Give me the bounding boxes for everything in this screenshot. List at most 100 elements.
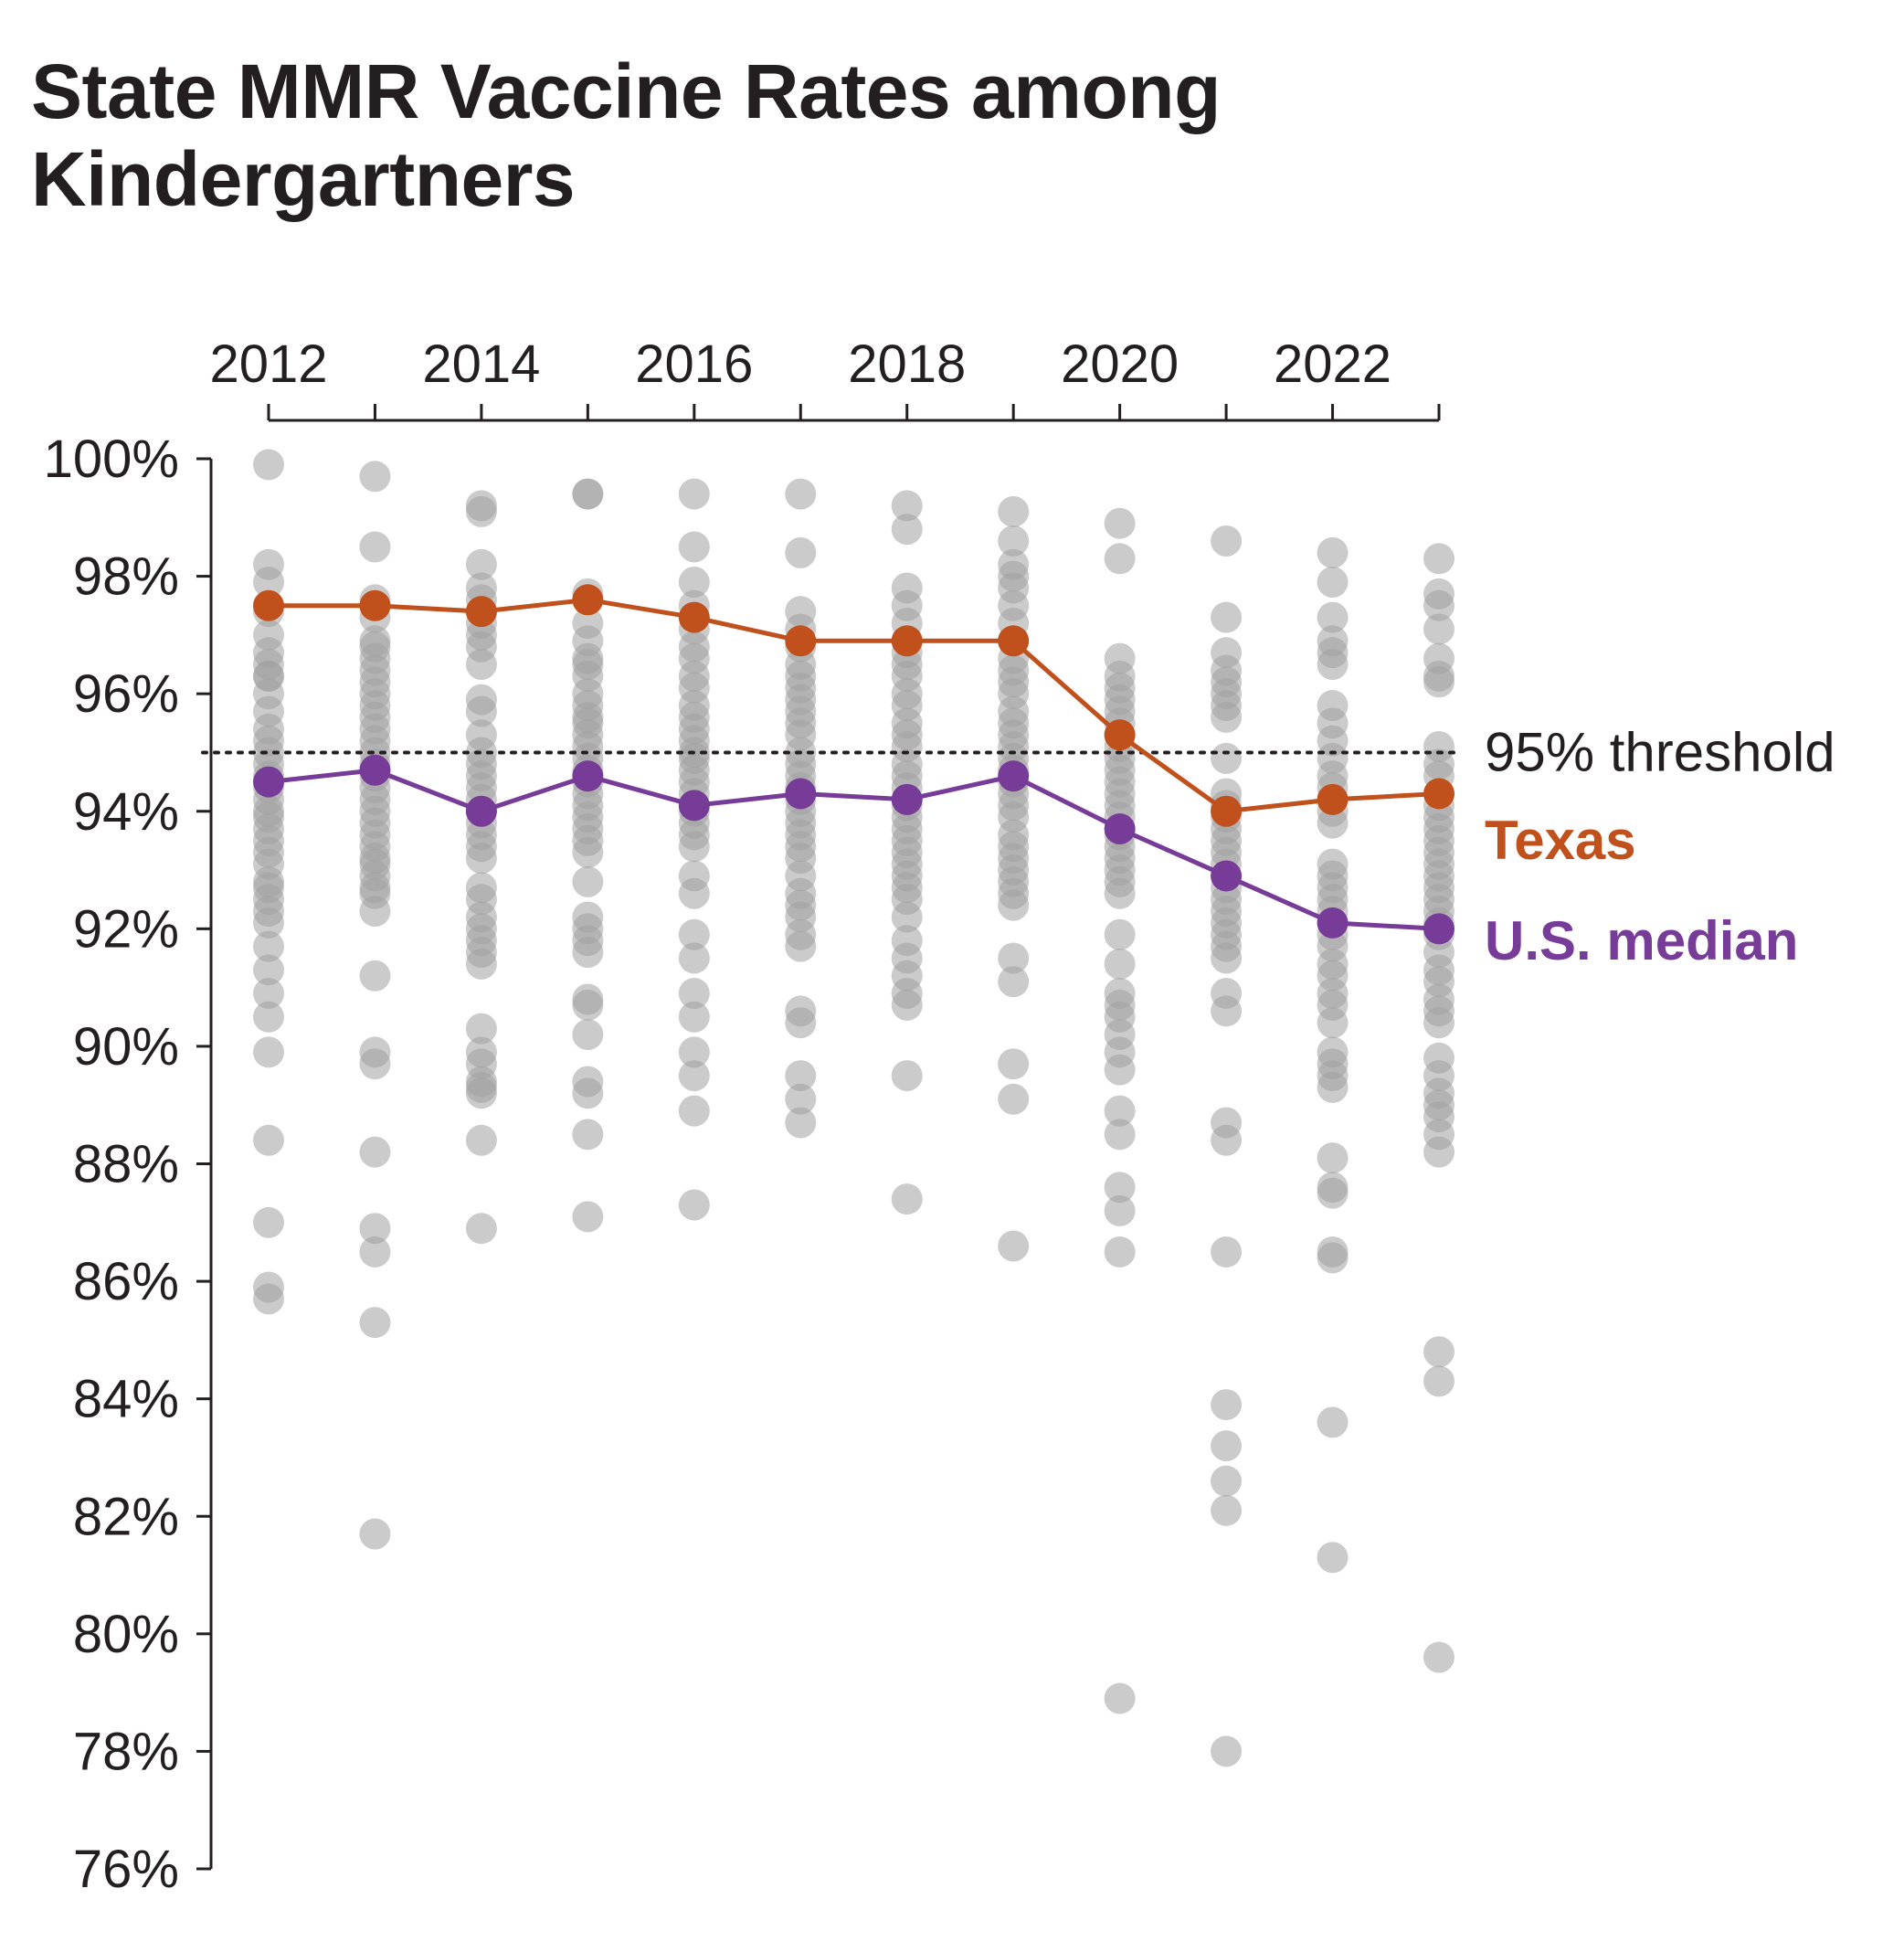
state-point bbox=[998, 495, 1030, 527]
state-point bbox=[891, 514, 923, 546]
y-ticks: 100% 98% 96% 94% 92% 90% 88% 86% 84% 82% 80% 78% 76% bbox=[44, 430, 211, 1899]
state-point bbox=[678, 531, 710, 563]
state-point bbox=[359, 531, 391, 563]
state-point bbox=[1211, 1236, 1243, 1268]
state-point bbox=[1104, 1095, 1136, 1127]
state-point bbox=[1423, 1365, 1454, 1397]
state-point bbox=[572, 1077, 604, 1109]
state-point bbox=[1211, 742, 1243, 774]
y-tick-label: 100% bbox=[44, 430, 179, 489]
state-point bbox=[891, 1060, 923, 1092]
state-point bbox=[1317, 1242, 1349, 1274]
state-point bbox=[1211, 995, 1243, 1027]
state-point bbox=[1423, 1007, 1454, 1039]
state-point bbox=[678, 1095, 710, 1127]
state-point bbox=[891, 901, 923, 933]
state-point bbox=[1211, 525, 1243, 557]
state-point bbox=[998, 942, 1030, 974]
texas-point bbox=[1423, 778, 1454, 810]
state-point bbox=[572, 478, 604, 510]
state-point bbox=[253, 1124, 284, 1156]
u-s-median-point bbox=[1317, 907, 1349, 939]
state-point bbox=[998, 525, 1030, 557]
state-point bbox=[253, 1206, 284, 1238]
state-point bbox=[465, 1077, 497, 1109]
state-point bbox=[359, 1236, 391, 1268]
texas-point bbox=[891, 625, 923, 657]
u-s-median-line bbox=[268, 768, 1440, 931]
state-point bbox=[465, 695, 497, 727]
u-s-median-point bbox=[891, 783, 923, 815]
u-s-median-point bbox=[785, 778, 817, 810]
x-tick-label: 2012 bbox=[209, 334, 327, 394]
state-point bbox=[678, 1189, 710, 1221]
state-point bbox=[785, 1083, 817, 1115]
state-point bbox=[1104, 877, 1136, 909]
u-s-median-point bbox=[998, 760, 1030, 792]
state-point bbox=[1211, 1494, 1243, 1526]
state-point bbox=[1317, 649, 1349, 681]
state-point bbox=[998, 1083, 1030, 1115]
state-point bbox=[1317, 1007, 1349, 1039]
state-point bbox=[253, 978, 284, 1010]
state-point bbox=[1211, 701, 1243, 733]
state-point bbox=[678, 942, 710, 974]
state-point bbox=[359, 1518, 391, 1550]
texas-point bbox=[359, 589, 391, 621]
u-s-median-point bbox=[572, 760, 604, 792]
state-point bbox=[572, 1019, 604, 1051]
state-point bbox=[253, 449, 284, 481]
state-point bbox=[1317, 1142, 1349, 1174]
state-point bbox=[998, 966, 1030, 998]
series-layer bbox=[253, 584, 1454, 945]
state-point bbox=[1423, 589, 1454, 621]
state-point bbox=[998, 889, 1030, 921]
state-point bbox=[785, 1060, 817, 1092]
state-point bbox=[253, 1001, 284, 1033]
state-point bbox=[1104, 507, 1136, 539]
threshold-label: 95% threshold bbox=[1485, 721, 1835, 782]
state-points-layer bbox=[253, 449, 1454, 1767]
state-point bbox=[1211, 942, 1243, 974]
y-tick-label: 98% bbox=[73, 547, 179, 607]
state-point bbox=[1104, 1236, 1136, 1268]
series-labels: Texas U.S. median bbox=[1485, 810, 1798, 971]
state-point bbox=[678, 1060, 710, 1092]
u-s-median-point bbox=[678, 790, 710, 822]
y-tick-label: 90% bbox=[73, 1017, 179, 1077]
state-point bbox=[1317, 1177, 1349, 1209]
state-point bbox=[1317, 807, 1349, 839]
state-point bbox=[359, 1136, 391, 1168]
state-point bbox=[678, 831, 710, 863]
texas-line bbox=[269, 597, 1440, 814]
state-point bbox=[891, 989, 923, 1021]
x-ticks: 2012 2014 2016 2018 2020 2022 bbox=[209, 334, 1441, 420]
texas-point bbox=[572, 584, 604, 616]
state-point bbox=[785, 1107, 817, 1139]
state-point bbox=[1317, 1542, 1349, 1574]
state-point bbox=[465, 1013, 497, 1045]
state-point bbox=[1104, 543, 1136, 575]
texas-point bbox=[785, 625, 817, 657]
state-point bbox=[359, 461, 391, 493]
y-tick-label: 94% bbox=[73, 782, 179, 842]
state-point bbox=[359, 1048, 391, 1080]
state-point bbox=[1104, 1682, 1136, 1714]
state-point bbox=[572, 989, 604, 1021]
texas-label: Texas bbox=[1485, 810, 1636, 871]
state-point bbox=[998, 1048, 1030, 1080]
x-tick-label: 2022 bbox=[1274, 334, 1391, 394]
texas-point bbox=[678, 601, 710, 633]
state-point bbox=[253, 930, 284, 962]
state-point bbox=[678, 478, 710, 510]
state-point bbox=[465, 548, 497, 580]
state-point bbox=[1211, 1124, 1243, 1156]
state-point bbox=[253, 567, 284, 599]
texas-point bbox=[253, 589, 284, 621]
state-point bbox=[785, 1007, 817, 1039]
state-point bbox=[465, 1124, 497, 1156]
state-point bbox=[465, 495, 497, 527]
y-tick-label: 80% bbox=[73, 1605, 179, 1664]
state-point bbox=[465, 1213, 497, 1245]
